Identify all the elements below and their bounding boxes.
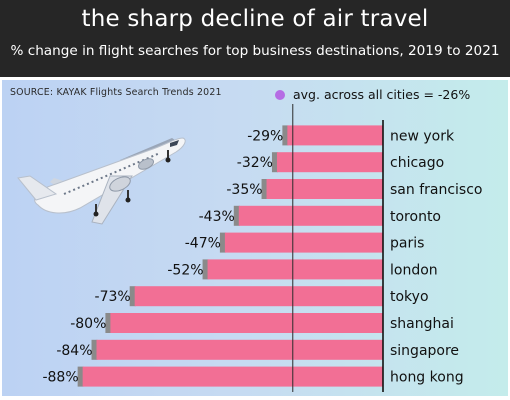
value-label: -73%	[95, 289, 131, 305]
value-label: -88%	[42, 370, 78, 386]
chart-title: the sharp decline of air travel	[81, 6, 429, 32]
value-label: -32%	[237, 155, 273, 171]
value-label: -47%	[185, 236, 221, 252]
title-banner: the sharp decline of air travel % change…	[0, 0, 510, 77]
bar-shadow-chicago	[271, 152, 278, 173]
bar-shadow-london	[202, 259, 209, 280]
value-label: -43%	[199, 209, 235, 225]
bar-shadow-paris	[219, 232, 226, 253]
bar-shadow-singapore	[91, 339, 98, 360]
value-label: -80%	[70, 316, 106, 332]
value-label: -52%	[167, 262, 203, 278]
avg-legend-label: avg. across all cities = -26%	[293, 87, 471, 102]
category-label: london	[390, 262, 438, 278]
bar-shadow-toronto	[233, 205, 240, 226]
bar-san-francisco	[266, 179, 383, 199]
avg-legend-dot	[275, 90, 285, 100]
bar-shadow-tokyo	[129, 286, 136, 307]
bar-chicago	[276, 152, 383, 173]
bar-singapore	[96, 339, 384, 360]
bar-toronto	[238, 205, 383, 226]
bar-tokyo	[134, 286, 383, 307]
airplane-illustration	[17, 137, 186, 225]
category-label: chicago	[390, 155, 444, 171]
bar-shadow-hong-kong	[77, 366, 84, 387]
value-label: -29%	[247, 128, 283, 144]
bar-new-york	[287, 125, 383, 146]
category-label: singapore	[390, 343, 459, 359]
bar-shanghai	[110, 313, 384, 333]
source-note: SOURCE: KAYAK Flights Search Trends 2021	[10, 87, 222, 98]
category-label: tokyo	[390, 289, 429, 305]
bar-london	[207, 259, 383, 280]
category-label: new york	[390, 128, 455, 144]
chart-subtitle: % change in flight searches for top busi…	[10, 43, 500, 59]
category-label: hong kong	[390, 370, 464, 386]
value-label: -35%	[226, 182, 262, 198]
bar-paris	[224, 232, 383, 253]
bar-hong-kong	[82, 366, 383, 387]
category-label: san francisco	[390, 182, 482, 198]
category-label: shanghai	[390, 316, 454, 332]
value-label: -84%	[56, 343, 92, 359]
category-label: paris	[390, 236, 424, 252]
bar-shadow-san-francisco	[261, 179, 268, 199]
category-label: toronto	[390, 209, 441, 225]
bar-shadow-new-york	[282, 125, 289, 146]
bar-shadow-shanghai	[105, 313, 112, 333]
